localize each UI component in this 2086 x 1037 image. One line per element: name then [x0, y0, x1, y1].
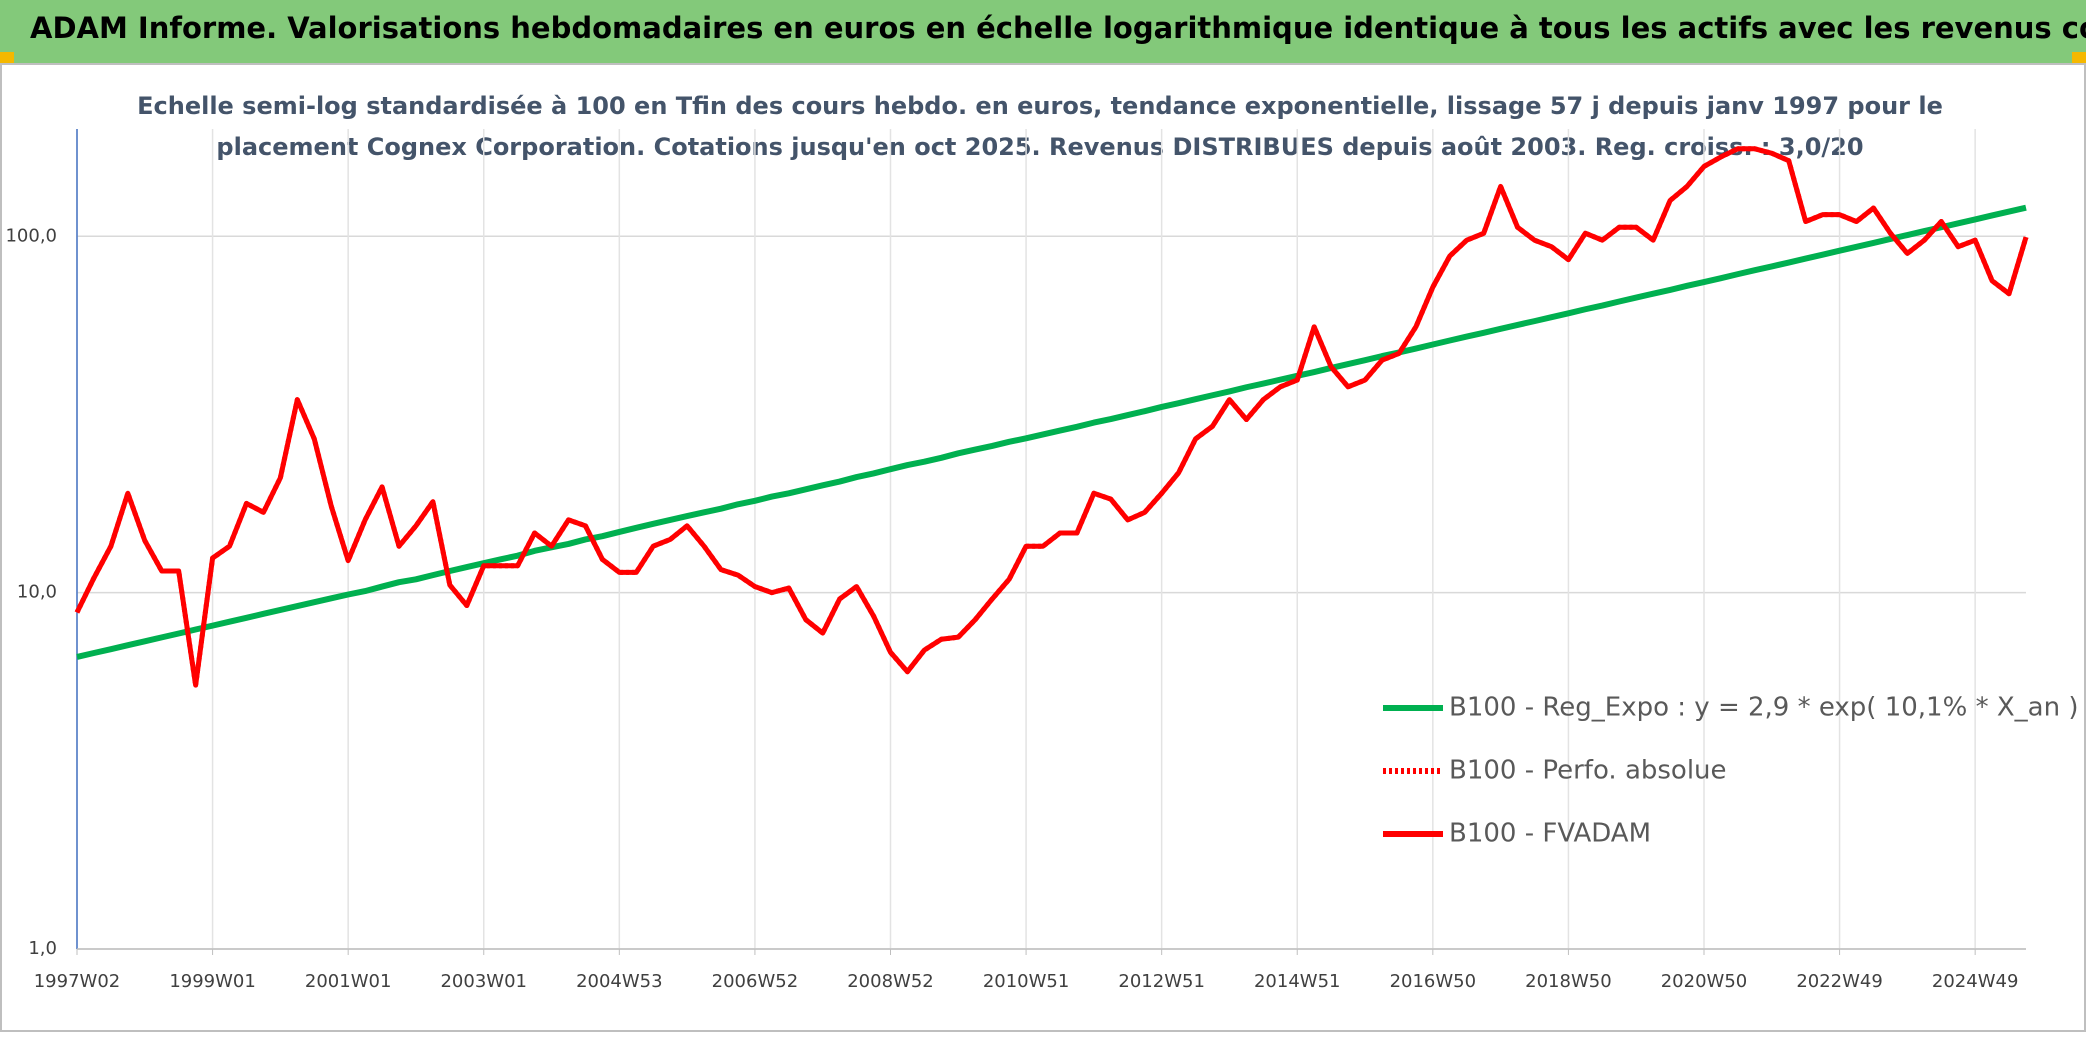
chart-subtitle: placement Cognex Corporation. Cotations … — [216, 133, 1863, 161]
chart-subtitle: Echelle semi-log standardisée à 100 en T… — [137, 92, 1943, 120]
x-tick-label: 2012W51 — [1118, 971, 1205, 992]
y-tick-label: 1,0 — [28, 938, 57, 959]
x-tick-label: 2006W52 — [712, 971, 799, 992]
series-line — [74, 146, 2029, 688]
x-tick-label: 1999W01 — [169, 971, 256, 992]
title-bar — [0, 0, 2086, 64]
y-tick-label: 10,0 — [17, 582, 57, 603]
corner-mark — [2072, 52, 2086, 64]
x-tick-label: 2014W51 — [1254, 971, 1341, 992]
x-tick-label: 2018W50 — [1525, 971, 1612, 992]
series-line — [74, 146, 2029, 688]
x-tick-label: 2022W49 — [1796, 971, 1883, 992]
x-tick-label: 2001W01 — [305, 971, 392, 992]
x-tick-label: 1997W02 — [34, 971, 121, 992]
frame — [0, 63, 2086, 1032]
legend-label: B100 - Perfo. absolue — [1449, 756, 1727, 786]
x-tick-label: 2016W50 — [1390, 971, 1477, 992]
x-tick-label: 2008W52 — [847, 971, 934, 992]
series-line — [76, 204, 2027, 660]
x-tick-label: 2020W50 — [1661, 971, 1748, 992]
x-tick-label: 2024W49 — [1932, 971, 2019, 992]
x-tick-label: 2010W51 — [983, 971, 1070, 992]
legend-label: B100 - Reg_Expo : y = 2,9 * exp( 10,1% *… — [1449, 693, 2078, 723]
y-tick-label: 100,0 — [5, 225, 57, 246]
chart-title: ADAM Informe. Valorisations hebdomadaire… — [30, 11, 2086, 45]
corner-mark — [0, 52, 14, 64]
legend-label: B100 - FVADAM — [1449, 819, 1651, 849]
x-tick-label: 2003W01 — [440, 971, 527, 992]
x-tick-label: 2004W53 — [576, 971, 663, 992]
